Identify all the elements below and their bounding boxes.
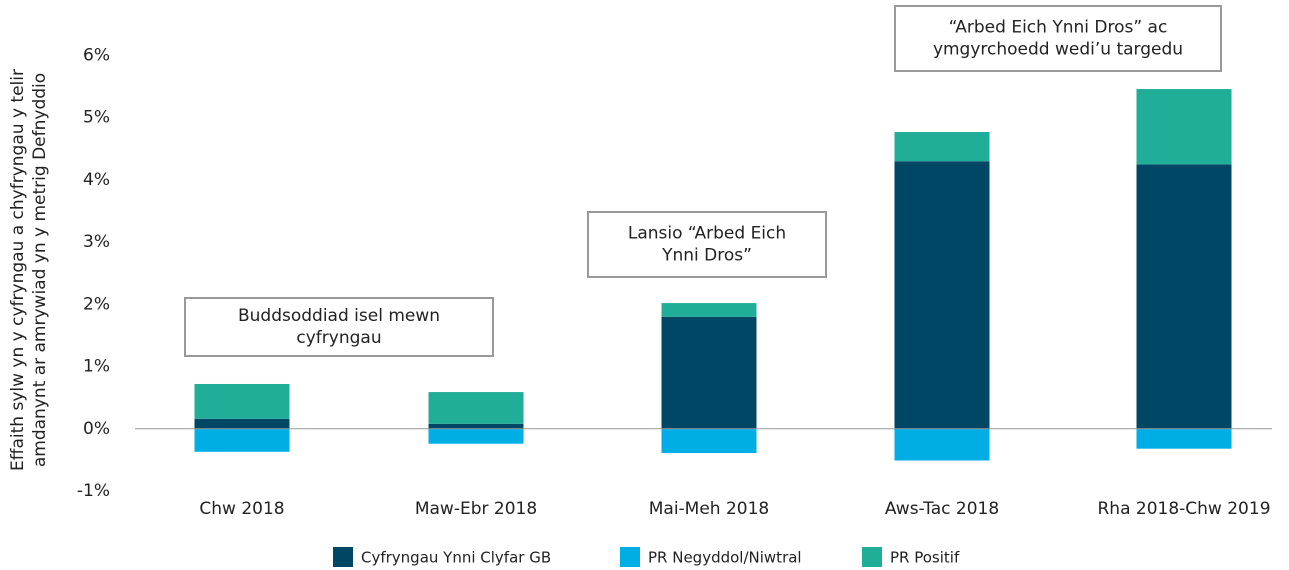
annotation-box <box>184 297 494 357</box>
bar-segment <box>194 418 290 429</box>
annotation-text: cyfryngau <box>296 328 381 348</box>
y-tick-label: 3% <box>83 232 110 252</box>
y-axis-label: amdanynt ar amrywiad yn y metrig Defnydd… <box>30 73 50 467</box>
x-tick-label: Aws-Tac 2018 <box>885 499 999 519</box>
bar-segment <box>661 316 757 429</box>
bar-segment <box>661 303 757 317</box>
y-tick-label: 0% <box>83 419 110 439</box>
x-tick-label: Chw 2018 <box>199 499 284 519</box>
legend-swatch <box>862 547 882 567</box>
bar-segment <box>428 423 524 429</box>
bar-segment <box>661 428 757 454</box>
bar-segment <box>428 392 524 424</box>
y-tick-label: 5% <box>83 108 110 128</box>
bar-segment <box>894 131 990 162</box>
annotation-text: Ynni Dros” <box>661 246 752 266</box>
x-tick-label: Rha 2018-Chw 2019 <box>1097 499 1270 519</box>
annotation-text: “Arbed Eich Ynni Dros” ac <box>949 18 1168 38</box>
x-tick-label: Mai-Meh 2018 <box>649 499 770 519</box>
y-tick-label: 4% <box>83 170 110 190</box>
bar-segment <box>194 428 290 452</box>
annotation-text: ymgyrchoedd wedi’u targedu <box>933 40 1183 60</box>
bar-segment <box>894 428 990 461</box>
y-tick-label: 2% <box>83 294 110 314</box>
bar-segment <box>194 383 290 419</box>
annotation-text: Buddsoddiad isel mewn <box>238 306 440 326</box>
legend-label: PR Negyddol/Niwtral <box>648 549 802 567</box>
y-axis-label: Effaith sylw yn y cyfryngau a chyfryngau… <box>8 69 28 471</box>
x-tick-label: Maw-Ebr 2018 <box>415 499 537 519</box>
legend-label: PR Positif <box>890 549 960 567</box>
annotation-box <box>894 5 1222 72</box>
legend-swatch <box>620 547 640 567</box>
bar-segment <box>894 161 990 429</box>
bar-segment <box>1136 164 1232 429</box>
bar-segment <box>1136 89 1232 165</box>
annotation-box <box>587 211 827 278</box>
y-tick-label: -1% <box>77 481 110 501</box>
bar-segment <box>1136 428 1232 449</box>
bar-segment <box>428 428 524 444</box>
y-tick-label: 6% <box>83 45 110 65</box>
annotation-text: Lansio “Arbed Eich <box>628 224 786 244</box>
y-tick-label: 1% <box>83 357 110 377</box>
legend-label: Cyfryngau Ynni Clyfar GB <box>361 549 551 567</box>
legend-swatch <box>333 547 353 567</box>
